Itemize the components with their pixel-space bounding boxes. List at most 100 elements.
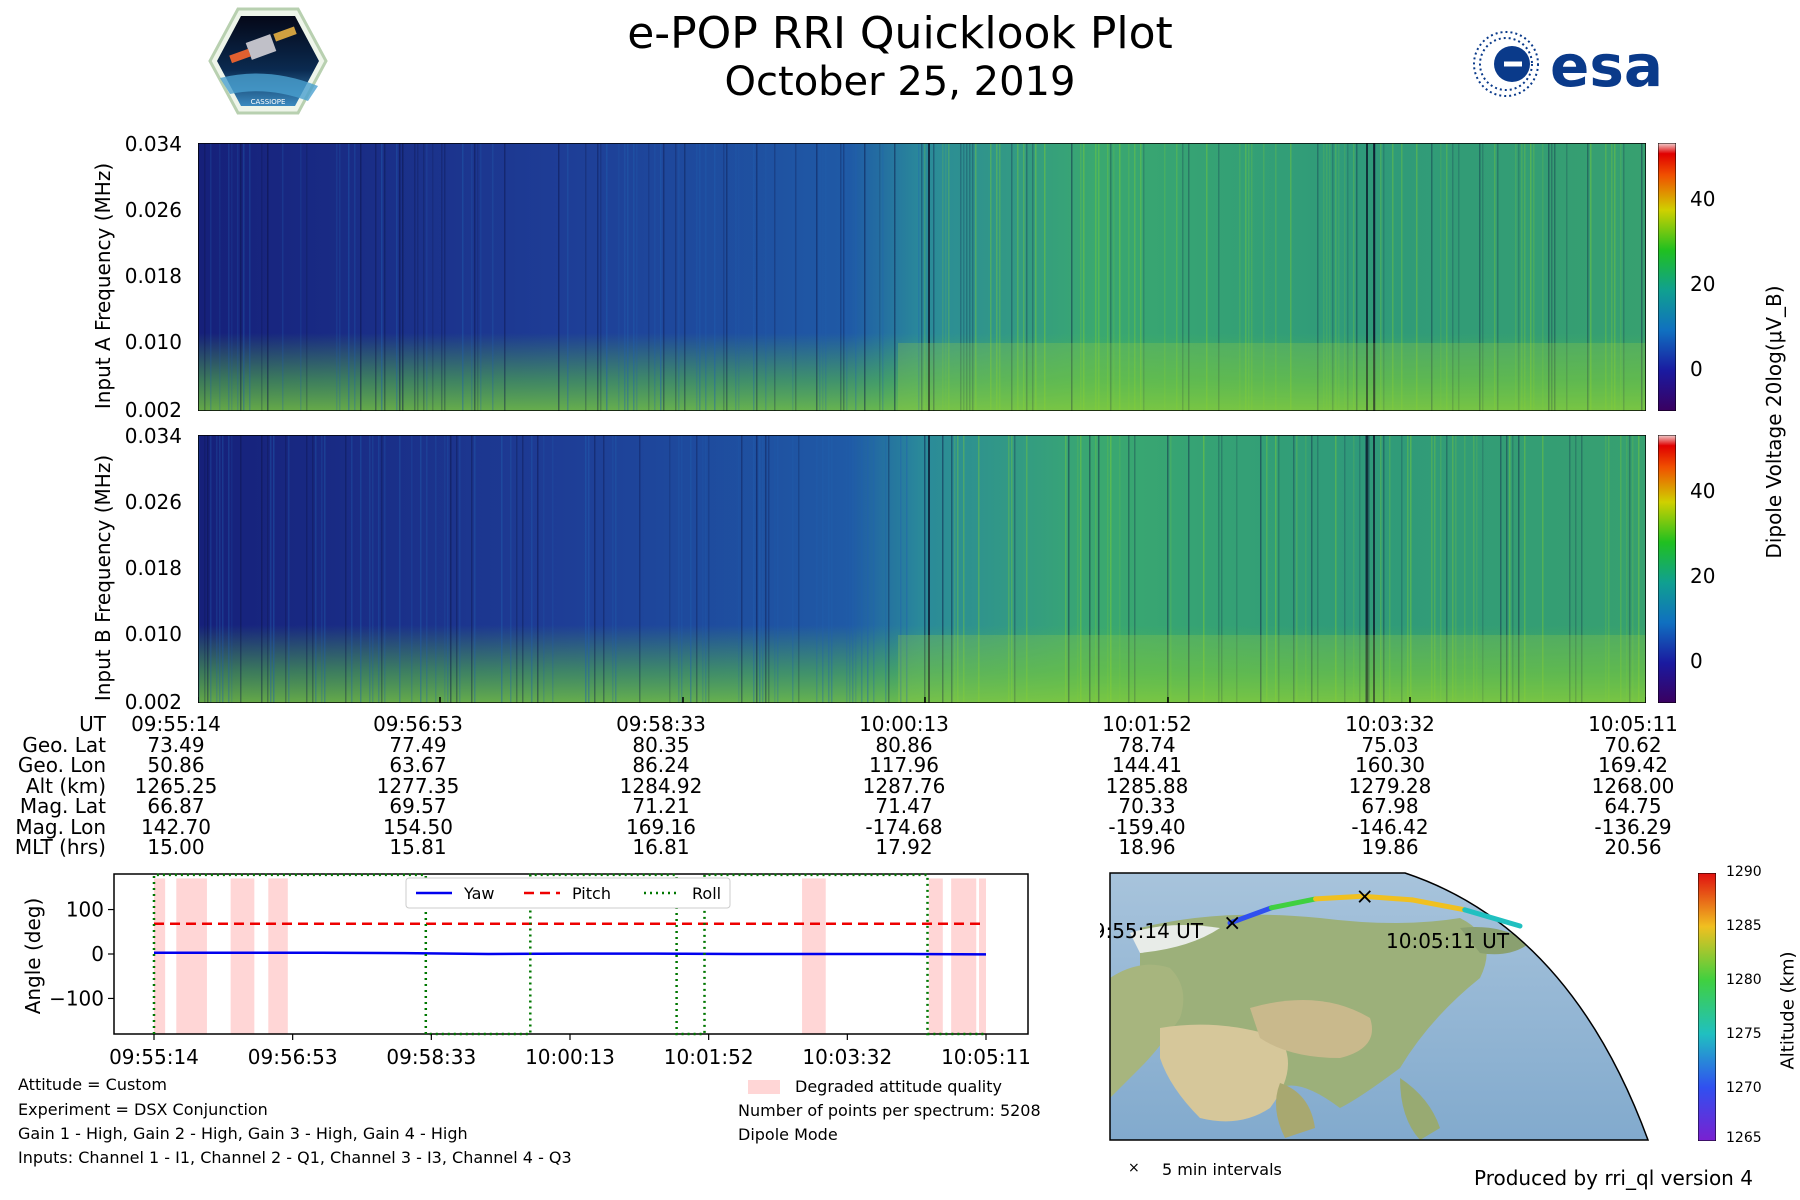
spectrogram-stripe bbox=[1410, 435, 1412, 703]
spectrogram-stripe bbox=[204, 143, 206, 411]
track-segment bbox=[1409, 897, 1468, 913]
ephemeris-cell: 10:05:11 bbox=[1588, 712, 1678, 736]
spectrogram-stripe bbox=[1335, 143, 1337, 411]
ephemeris-cell: 09:58:33 bbox=[616, 712, 706, 736]
spectrogram-stripe bbox=[840, 143, 842, 411]
spectrogram-stripe bbox=[1110, 435, 1112, 703]
spectrogram-stripe bbox=[603, 435, 605, 703]
spectrogram-stripe bbox=[1446, 143, 1448, 411]
spectrogram-stripe bbox=[843, 143, 845, 411]
ephemeris-cell: 154.50 bbox=[383, 814, 453, 839]
spectrogram-stripe bbox=[762, 435, 764, 703]
spectrogram-stripe bbox=[1575, 435, 1577, 703]
spectrogram-stripe bbox=[1452, 435, 1454, 703]
spectrogram-stripe bbox=[1512, 435, 1514, 703]
spectrogram-stripe bbox=[855, 435, 857, 703]
spectrogram-stripe bbox=[663, 143, 665, 411]
map-end-label: 10:05:11 UT bbox=[1386, 929, 1510, 953]
spectrogram-stripe bbox=[954, 435, 956, 703]
spectrogram-stripe bbox=[1239, 143, 1241, 411]
spectrogram-stripe bbox=[1494, 143, 1496, 411]
altitude-tick: 1275 bbox=[1726, 1026, 1762, 1042]
spectrogram-stripe bbox=[444, 435, 446, 703]
ephemeris-cell: 15.81 bbox=[389, 835, 447, 859]
spectrogram-stripe bbox=[306, 435, 308, 703]
spectrogram-stripe bbox=[1317, 435, 1319, 703]
spectrogram-stripe bbox=[558, 143, 560, 411]
attitude-xtick-label: 09:55:14 bbox=[109, 1045, 199, 1069]
attitude-ytick-label: 0 bbox=[91, 942, 104, 966]
colorbar-a-tick: 20 bbox=[1690, 272, 1716, 296]
spectrogram-stripe bbox=[828, 435, 830, 703]
spectrogram-stripe bbox=[1134, 143, 1136, 411]
spectrogram-stripe bbox=[1275, 143, 1277, 411]
spectrogram-stripe bbox=[639, 435, 641, 703]
spectrogram-stripe bbox=[723, 143, 725, 411]
ephemeris-cell: 70.33 bbox=[1118, 794, 1176, 818]
spectrogram-dropout bbox=[1366, 435, 1368, 703]
spectrogram-stripe bbox=[1293, 435, 1295, 703]
spectrogram-stripe bbox=[474, 143, 476, 411]
spectrogram-stripe bbox=[1326, 143, 1328, 411]
spectrogram-stripe bbox=[1329, 143, 1331, 411]
spectrogram-stripe bbox=[906, 435, 908, 703]
ephemeris-cell: 169.16 bbox=[626, 814, 696, 839]
ephemeris-cell: 71.21 bbox=[632, 794, 690, 818]
spectrogram-stripe bbox=[315, 435, 317, 703]
spectrogram-stripe bbox=[345, 435, 347, 703]
ephemeris-cell: 20.56 bbox=[1604, 835, 1662, 859]
spectrogram-stripe bbox=[957, 435, 959, 703]
spectrogram-stripe bbox=[627, 143, 629, 411]
spectrogram-stripe bbox=[1434, 435, 1436, 703]
spectrogram-stripe bbox=[1245, 143, 1247, 411]
altitude-colorbar-label: Altitude (km) bbox=[1777, 951, 1799, 1070]
spectrogram-stripe bbox=[1356, 143, 1358, 411]
spectrogram-stripe bbox=[699, 143, 701, 411]
spectrogram-stripe bbox=[1518, 143, 1520, 411]
spectrogram-stripe bbox=[741, 435, 743, 703]
spectrogram-stripe bbox=[846, 143, 848, 411]
spectrogram-stripe bbox=[618, 143, 620, 411]
spectrogram-stripe bbox=[702, 435, 704, 703]
spectrogram-stripe bbox=[756, 143, 758, 411]
spectrogram-stripe bbox=[1332, 143, 1334, 411]
spectrogram-lowband-enhancement bbox=[898, 635, 1646, 703]
spectrogram-stripe bbox=[675, 143, 677, 411]
spectrogram-stripe bbox=[1107, 143, 1109, 411]
spectrogram-stripe bbox=[462, 143, 464, 411]
spectrogram-stripe bbox=[237, 143, 239, 411]
spectrogram-stripe bbox=[1389, 435, 1391, 703]
spectrogram-stripe bbox=[1248, 143, 1250, 411]
spectrogram-stripe bbox=[1080, 435, 1082, 703]
spectrogram-stripe bbox=[1095, 143, 1097, 411]
ephemeris-cell: 50.86 bbox=[147, 753, 205, 777]
spectrogram-stripe bbox=[1605, 435, 1607, 703]
spectrogram-stripe bbox=[921, 143, 923, 411]
spectrogram-stripe bbox=[1260, 435, 1262, 703]
attitude-ytick-label: −100 bbox=[49, 986, 104, 1010]
spectrogram-stripe bbox=[1518, 435, 1520, 703]
spectrogram-stripe bbox=[282, 143, 284, 411]
map-legend-label: 5 min intervals bbox=[1162, 1160, 1282, 1179]
spectrogram-stripe bbox=[285, 435, 287, 703]
ephemeris-row-label: Geo. Lat bbox=[22, 732, 106, 757]
spectrogram-stripe bbox=[882, 143, 884, 411]
spectrogram-stripe bbox=[399, 435, 401, 703]
spectrogram-stripe bbox=[1440, 143, 1442, 411]
spectrogram-stripe bbox=[1071, 143, 1073, 411]
colorbar-b-tick: 40 bbox=[1690, 479, 1716, 503]
spectrogram-stripe bbox=[543, 435, 545, 703]
spectrogram-stripe bbox=[273, 435, 275, 703]
spectrogram-stripe bbox=[816, 435, 818, 703]
spectrogram-stripe bbox=[375, 143, 377, 411]
cassiope-logo-text: CASSIOPE bbox=[251, 98, 286, 106]
spectrogram-stripe bbox=[288, 435, 290, 703]
spectrogram-stripe bbox=[894, 143, 896, 411]
spectrogram-stripe bbox=[966, 143, 968, 411]
spectrogram-stripe bbox=[1317, 143, 1319, 411]
spectrogram-stripe bbox=[678, 143, 680, 411]
spectrogram-stripe bbox=[1611, 143, 1613, 411]
spectrogram-stripe bbox=[753, 143, 755, 411]
spectrogram-stripe bbox=[615, 435, 617, 703]
spectrogram-dropout bbox=[928, 435, 930, 703]
